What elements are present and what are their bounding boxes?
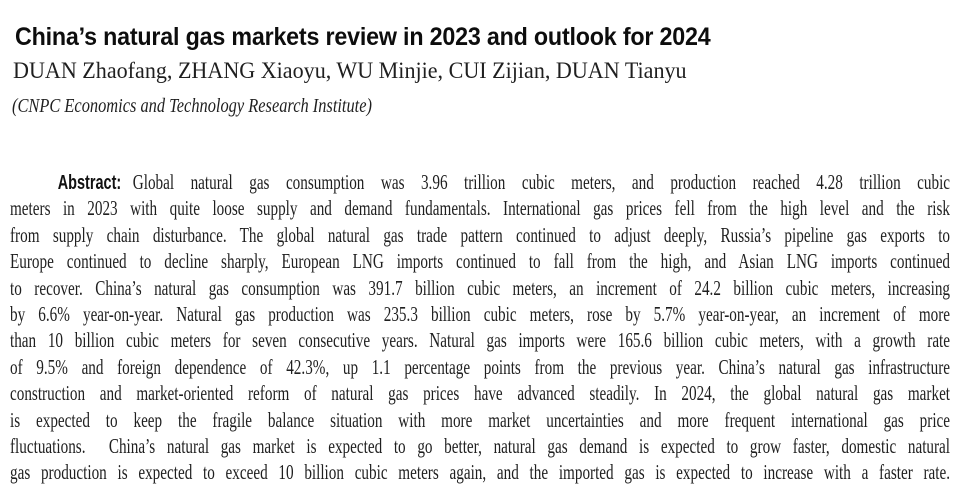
abstract-line: than 10 billion cubic meters for seven c… [10, 328, 951, 353]
abstract-line: Abstract: Global natural gas consumption … [57, 170, 951, 194]
abstract-line: to recover. China’s natural gas consumpt… [10, 275, 951, 300]
affiliation-line: (CNPC Economics and Technology Research … [12, 95, 372, 117]
abstract-line: is expected to keep the fragile balance … [10, 407, 951, 432]
abstract-line: Europe continued to decline sharply, Eur… [10, 249, 951, 274]
abstract-line: meters in 2023 with quite loose supply a… [10, 196, 951, 221]
abstract-label: Abstract: [57, 172, 122, 194]
abstract-line: fluctuations. China’s natural gas market… [10, 433, 951, 458]
abstract-line: by 6.6% year-on-year. Natural gas produc… [10, 301, 951, 326]
abstract-line: from supply chain disturbance. The globa… [10, 222, 951, 247]
abstract-paragraph: Abstract: Global natural gas consumption … [10, 169, 950, 486]
abstract-line: construction and market-oriented reform … [10, 381, 951, 406]
authors-line: DUAN Zhaofang, ZHANG Xiaoyu, WU Minjie, … [13, 58, 687, 83]
page-title: China’s natural gas markets review in 20… [15, 22, 711, 51]
abstract-line: gas production is expected to exceed 10 … [10, 460, 951, 485]
abstract-line: of 9.5% and foreign dependence of 42.3%,… [10, 354, 951, 379]
